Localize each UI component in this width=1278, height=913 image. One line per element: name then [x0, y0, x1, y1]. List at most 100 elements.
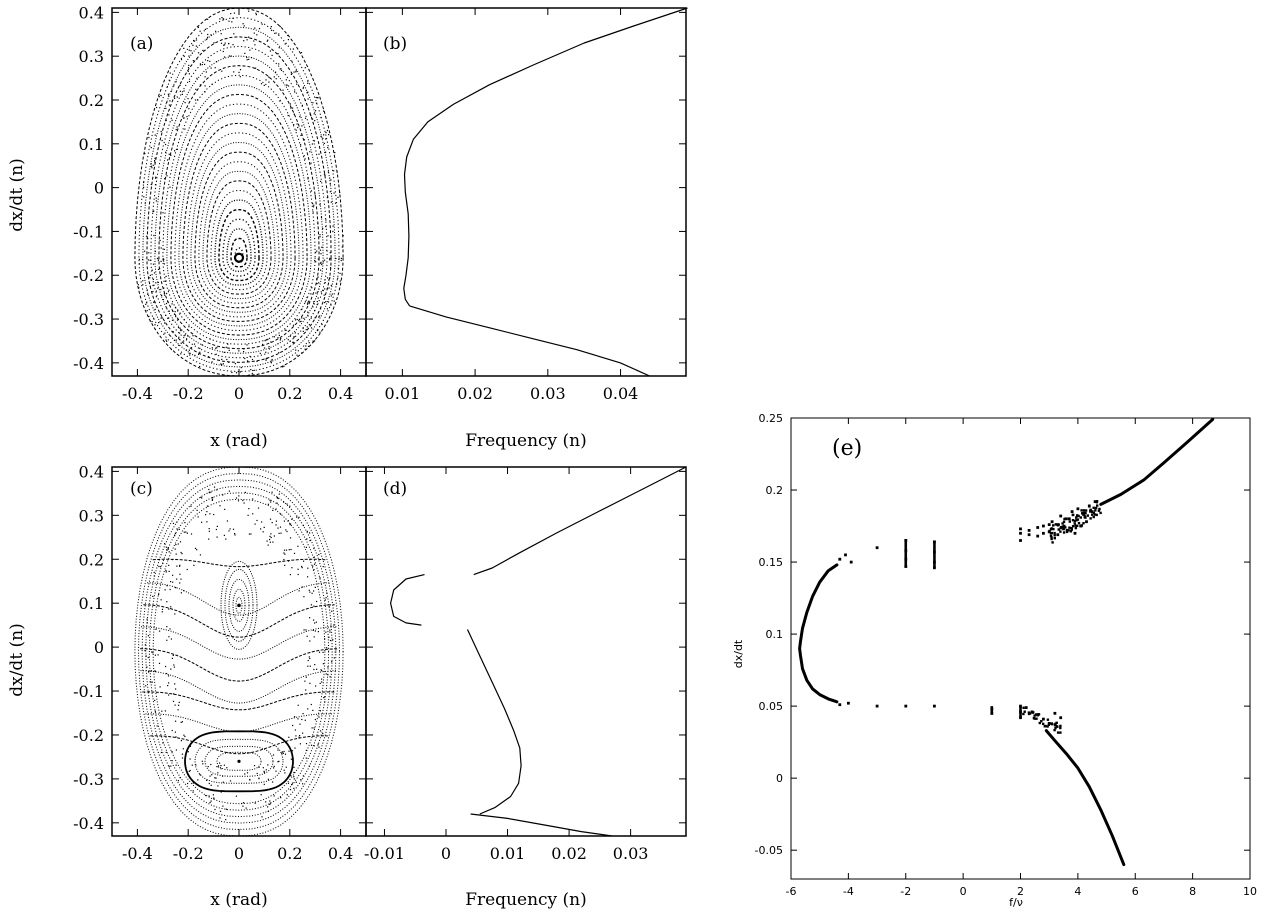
panel-c-point — [194, 547, 197, 549]
panel-c-point — [180, 592, 182, 594]
panel-a-orbit — [218, 208, 260, 282]
panel-a-point — [315, 96, 317, 99]
panel-a-point — [328, 279, 330, 281]
panel-a-point — [165, 339, 167, 341]
panel-a-ytick-label: 0.2 — [79, 91, 104, 110]
panel-a-point — [329, 259, 331, 261]
panel-c-ytick-label: 0.2 — [79, 550, 104, 569]
panel-a-point — [282, 366, 284, 368]
panel-c-point — [192, 790, 194, 792]
panel-c-point — [313, 668, 315, 671]
panel-a-point — [270, 341, 272, 343]
panel-a-point — [195, 88, 197, 90]
panel-e-point — [1054, 722, 1057, 725]
panel-e-point — [1065, 530, 1069, 534]
panel-a-point — [304, 117, 307, 119]
panel-c-point — [152, 652, 154, 654]
panel-a-point — [169, 100, 171, 102]
panel-e-point — [1095, 513, 1098, 517]
panel-a-point — [296, 354, 298, 356]
panel-a-point — [151, 167, 153, 169]
panel-c-point — [295, 781, 297, 783]
panel-a-point — [332, 225, 334, 227]
panel-c-point — [263, 526, 265, 528]
panel-c-point — [183, 734, 185, 736]
panel-c-point — [305, 743, 308, 745]
panel-c-point — [271, 491, 273, 493]
panel-a-point — [318, 316, 320, 318]
panel-c-point — [228, 490, 230, 492]
panel-a-point — [320, 291, 322, 293]
panel-c-point — [333, 624, 335, 626]
panel-a-point — [322, 261, 324, 263]
panel-c-point — [285, 766, 287, 768]
panel-c-point — [191, 764, 193, 766]
panel-a-ytick-label: 0.4 — [79, 3, 104, 22]
panel-c-point — [252, 513, 254, 515]
panel-a-point — [306, 303, 309, 305]
panel-a-point — [301, 352, 303, 354]
panel-e-xtick-label: 8 — [1189, 885, 1196, 898]
panel-a-point — [278, 334, 280, 336]
panel-e-point — [1046, 718, 1050, 721]
panel-c-ytick-label: 0 — [94, 638, 104, 657]
panel-a-point — [226, 358, 228, 361]
panel-a-point — [307, 345, 310, 347]
panel-e-point — [1073, 531, 1077, 535]
panel-c-point — [309, 682, 311, 684]
panel-e-point — [904, 704, 908, 708]
panel-c-point — [168, 765, 170, 767]
panel-c-point — [297, 568, 299, 570]
panel-a-point — [165, 302, 168, 305]
panel-a-point — [225, 346, 227, 348]
panel-a-phase-portrait: -0.4 -0.2 0 0.2 0.4 -0.4 -0.3 -0.2 -0.1 0 0.1 0.2 0.… — [7, 3, 367, 451]
panel-a-orbit — [174, 103, 304, 332]
panel-c-point — [312, 709, 314, 711]
panel-a-point — [188, 349, 190, 351]
panel-a-point — [233, 33, 235, 35]
panel-c-point — [168, 551, 170, 553]
panel-e-point — [1050, 520, 1054, 524]
panel-a-orbit — [198, 161, 280, 304]
panel-c-point — [176, 528, 178, 530]
panel-a-point — [262, 343, 264, 345]
panel-a-point — [251, 358, 254, 361]
panel-a-point — [325, 301, 327, 303]
panel-c-point — [170, 606, 172, 608]
panel-a-point — [177, 327, 180, 329]
panel-c-point — [175, 688, 177, 690]
panel-a-point — [179, 84, 181, 86]
panel-a-point — [337, 267, 339, 269]
panel-a-point — [207, 36, 209, 38]
panel-a-point — [326, 288, 329, 290]
panel-a-point — [329, 252, 331, 254]
panel-a-point — [292, 341, 295, 343]
panel-a-point — [223, 44, 225, 46]
panel-a-point — [182, 117, 185, 119]
panel-a-point — [315, 110, 317, 112]
panel-a-point — [166, 340, 168, 342]
panel-a-point — [270, 362, 272, 364]
panel-c-upper-island-orbit — [228, 578, 250, 632]
panel-e-ylabel: dx/dt — [732, 639, 745, 668]
panel-a-point — [176, 126, 178, 128]
panel-a-point — [335, 283, 338, 285]
panel-c-point — [269, 802, 271, 804]
panel-a-point — [157, 259, 159, 261]
panel-c-band — [140, 648, 338, 682]
panel-a-point — [160, 94, 162, 97]
panel-a-point — [169, 186, 171, 188]
panel-a-point — [327, 171, 329, 173]
panel-a-point — [249, 355, 251, 357]
panel-c-point — [306, 530, 308, 532]
panel-a-point — [155, 200, 157, 202]
panel-a-point — [266, 339, 268, 341]
panel-a-point — [270, 360, 272, 362]
panel-c-lower-island-orbit — [204, 745, 274, 777]
panel-c-point — [235, 795, 237, 797]
panel-a-point — [265, 79, 267, 81]
panel-c-point — [272, 781, 274, 783]
panel-a-point — [206, 38, 208, 41]
panel-a-point — [181, 93, 183, 95]
panel-a-point — [172, 310, 174, 312]
